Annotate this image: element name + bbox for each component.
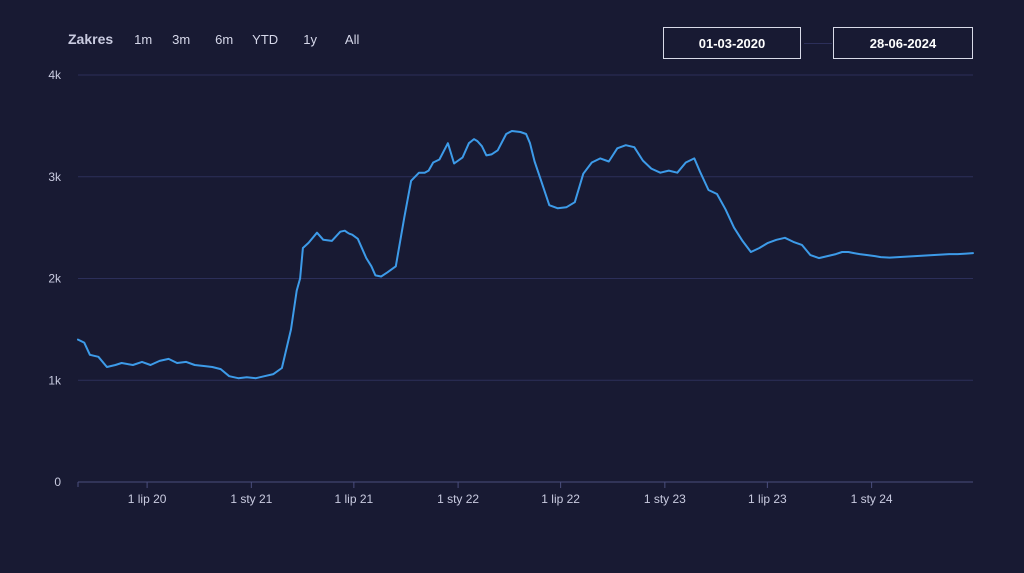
range-button-3m[interactable]: 3m [159, 32, 203, 47]
x-tick-label-2020-07-01: 1 lip 20 [128, 492, 167, 506]
x-tick-label-2023-07-01: 1 lip 23 [748, 492, 787, 506]
x-tick-label-2022-07-01: 1 lip 22 [541, 492, 580, 506]
range-selector: Zakres 1m 3m 6m YTD 1y All [68, 28, 369, 50]
x-tick-label-2023-01-01: 1 sty 23 [644, 492, 686, 506]
range-button-1m[interactable]: 1m [127, 32, 159, 47]
x-tick-label-2021-01-01: 1 sty 21 [230, 492, 272, 506]
date-range-separator [804, 43, 832, 44]
date-from-input[interactable]: 01-03-2020 [663, 27, 801, 59]
range-button-1y[interactable]: 1y [285, 32, 335, 47]
y-tick-label-3k: 3k [48, 170, 62, 184]
range-button-6m[interactable]: 6m [203, 32, 245, 47]
range-button-ytd[interactable]: YTD [245, 32, 285, 47]
y-tick-label-0: 0 [54, 475, 61, 489]
y-tick-label-1k: 1k [48, 373, 62, 387]
x-tick-label-2021-07-01: 1 lip 21 [335, 492, 374, 506]
x-tick-label-2024-01-01: 1 sty 24 [851, 492, 893, 506]
y-tick-label-2k: 2k [48, 272, 62, 286]
series-line-0 [77, 130, 974, 380]
date-to-input[interactable]: 28-06-2024 [833, 27, 973, 59]
range-button-all[interactable]: All [335, 32, 369, 47]
x-tick-label-2022-01-01: 1 sty 22 [437, 492, 479, 506]
y-tick-label-4k: 4k [48, 68, 62, 82]
range-label: Zakres [68, 31, 114, 47]
